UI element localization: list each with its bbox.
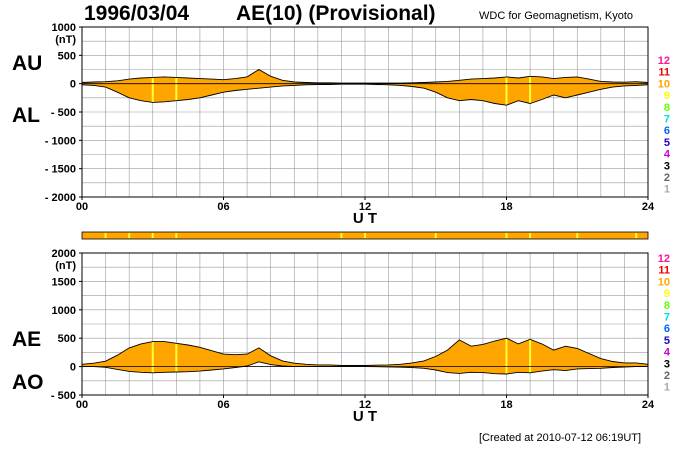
legend-count-2: 2 (664, 172, 670, 184)
legend-count-5: 5 (664, 137, 670, 149)
legend-count-5: 5 (664, 335, 670, 347)
y-tick-label: 500 (58, 50, 76, 62)
legend-count-6: 6 (664, 125, 670, 137)
legend-count-3: 3 (664, 160, 670, 172)
y-tick-label: - 2000 (45, 192, 76, 204)
y-tick-label: - 1500 (45, 164, 76, 176)
legend-count-3: 3 (664, 358, 670, 370)
x-tick-label: 24 (642, 201, 655, 213)
legend-count-1: 1 (664, 382, 670, 394)
created-timestamp: [Created at 2010-07-12 06:19UT] (479, 432, 642, 444)
y-tick-label: 0 (70, 79, 76, 91)
index-title: AE(10) (Provisional) (236, 2, 436, 25)
legend-count-10: 10 (658, 276, 670, 288)
x-axis-label: U T (353, 408, 377, 425)
legend-count-8: 8 (664, 300, 670, 312)
legend-count-11: 11 (658, 67, 670, 79)
x-axis-label: U T (353, 210, 377, 227)
series-label-au: AU (12, 52, 42, 75)
y-axis-unit: (nT) (55, 34, 76, 46)
source-label: WDC for Geomagnetism, Kyoto (479, 10, 634, 22)
y-tick-label: 1000 (52, 305, 76, 317)
y-tick-label: - 500 (51, 107, 76, 119)
y-tick-label: 0 (70, 362, 76, 374)
x-tick-label: 00 (76, 399, 88, 411)
series-label-ao: AO (12, 371, 44, 394)
legend-count-12: 12 (658, 55, 670, 67)
legend-count-2: 2 (664, 370, 670, 382)
legend-count-1: 1 (664, 184, 670, 196)
ae-ao-panel: 2000 1500 1000 500 0 - 500 (nT) 00 06 12 18 24 U T AE… (12, 248, 655, 425)
y-tick-label: - 500 (51, 390, 76, 402)
legend-count-6: 6 (664, 323, 670, 335)
series-label-al: AL (12, 104, 40, 127)
series-label-ae: AE (12, 328, 41, 351)
legend-count-12: 12 (658, 253, 670, 265)
coverage-strip (81, 231, 649, 240)
y-tick-label: - 1000 (45, 135, 76, 147)
y-axis-unit: (nT) (55, 260, 76, 272)
y-tick-label: 2000 (52, 248, 76, 260)
legend-count-9: 9 (664, 90, 670, 102)
series-line-au (81, 68, 649, 84)
x-tick-label: 24 (642, 399, 655, 411)
y-tick-label: 1000 (52, 22, 76, 34)
x-tick-label: 06 (217, 399, 229, 411)
legend-count-10: 10 (658, 78, 670, 90)
au-al-panel: 1000 500 0 - 500 - 1000 - 1500 - 2000 (nT) 00 06 1… (12, 22, 655, 227)
legend-count-7: 7 (664, 312, 670, 324)
legend-count-9: 9 (664, 288, 670, 300)
x-tick-label: 06 (217, 201, 229, 213)
series-line-ae (81, 337, 649, 366)
series-line-al (81, 83, 649, 106)
x-tick-label: 18 (500, 399, 512, 411)
y-tick-label: 500 (58, 333, 76, 345)
legend-count-4: 4 (664, 347, 671, 359)
date-title: 1996/03/04 (84, 2, 190, 25)
legend-count-4: 4 (664, 149, 671, 161)
y-tick-label: 1500 (52, 276, 76, 288)
x-tick-label: 12 (359, 201, 371, 213)
x-tick-label: 18 (500, 201, 512, 213)
x-tick-label: 12 (359, 399, 371, 411)
x-tick-label: 00 (76, 201, 88, 213)
legend-count-11: 11 (658, 265, 670, 277)
legend-count-8: 8 (664, 102, 670, 114)
legend-count-7: 7 (664, 114, 670, 126)
